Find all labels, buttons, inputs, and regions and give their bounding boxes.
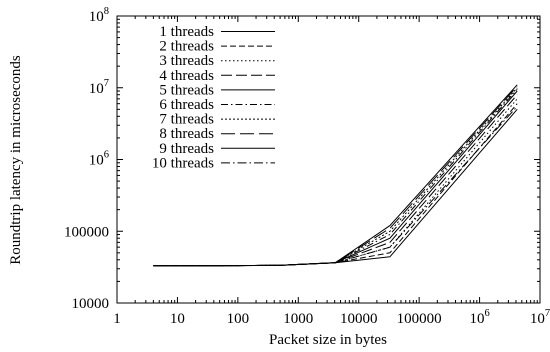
x-axis-label: Packet size in bytes xyxy=(269,332,387,348)
y-tick-label-base: 10 xyxy=(89,153,104,169)
y-tick-label: 108 xyxy=(89,6,109,25)
legend-label: 10 threads xyxy=(152,155,214,171)
legend-label: 8 threads xyxy=(159,126,214,142)
y-tick-label-base: 10 xyxy=(89,81,104,97)
legend-label: 4 threads xyxy=(159,68,214,84)
x-tick-label: 100000 xyxy=(397,311,442,327)
x-tick-label: 10000 xyxy=(340,311,378,327)
y-tick-label-exponent: 6 xyxy=(104,150,109,161)
legend-label: 1 threads xyxy=(159,24,214,40)
y-tick-label-base: 10 xyxy=(89,9,104,25)
x-tick-label: 106 xyxy=(469,308,489,327)
y-axis-label: Roundtrip latency in microseconds xyxy=(8,55,24,265)
y-tick-label: 107 xyxy=(89,78,109,97)
series-line-10 xyxy=(153,106,518,267)
series-layer xyxy=(153,84,518,267)
y-tick-label-exponent: 7 xyxy=(104,78,109,89)
y-tick-label: 106 xyxy=(89,150,109,169)
legend-label: 7 threads xyxy=(159,112,214,128)
legend-label: 5 threads xyxy=(159,82,214,98)
legend-label: 9 threads xyxy=(159,141,214,157)
legend-label: 6 threads xyxy=(159,97,214,113)
axis-ticks: 1 10 100 1000 10000 100000 106 1071000010000010… xyxy=(64,6,550,327)
legend-label: 2 threads xyxy=(159,39,214,55)
x-tick-label: 100 xyxy=(227,311,250,327)
y-tick-label: 100000 xyxy=(64,224,109,240)
x-tick-label: 10 xyxy=(170,311,185,327)
y-tick-label: 10000 xyxy=(72,296,110,312)
x-tick-label: 107 xyxy=(530,308,550,327)
x-tick-label-exponent: 7 xyxy=(545,308,550,319)
x-tick-label-base: 10 xyxy=(530,311,545,327)
x-tick-label-base: 10 xyxy=(469,311,484,327)
legend-label: 3 threads xyxy=(159,53,214,69)
y-tick-label-exponent: 8 xyxy=(104,6,109,17)
x-tick-label-exponent: 6 xyxy=(484,308,489,319)
x-tick-label: 1000 xyxy=(283,311,313,327)
x-tick-label: 1 xyxy=(113,311,121,327)
